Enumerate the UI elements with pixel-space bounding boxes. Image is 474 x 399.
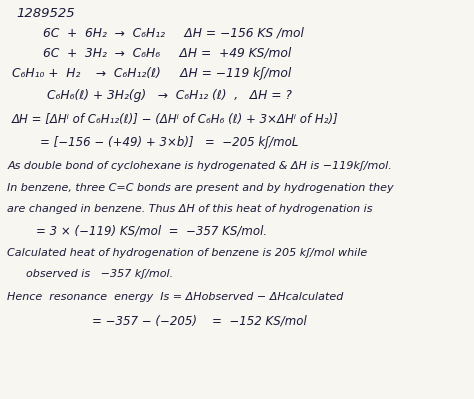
Text: C₆H₁₀ +  H₂    →  C₆H₁₂(ℓ)     ΔH = −119 kʃ/mol: C₆H₁₀ + H₂ → C₆H₁₂(ℓ) ΔH = −119 kʃ/mol [12, 67, 291, 80]
Text: Hence  resonance  energy  Is = ΔHobserved − ΔHcalculated: Hence resonance energy Is = ΔHobserved −… [7, 292, 344, 302]
Text: ΔH = [ΔHⁱ of C₆H₁₂(ℓ)] − (ΔHⁱ of C₆H₆ (ℓ) + 3×ΔHⁱ of H₂)]: ΔH = [ΔHⁱ of C₆H₁₂(ℓ)] − (ΔHⁱ of C₆H₆ (ℓ… [12, 113, 338, 126]
Text: 6C  +  3H₂  →  C₆H₆     ΔH =  +49 KS/mol: 6C + 3H₂ → C₆H₆ ΔH = +49 KS/mol [43, 46, 291, 59]
Text: are changed in benzene. Thus ΔH of this heat of hydrogenation is: are changed in benzene. Thus ΔH of this … [7, 204, 373, 215]
Text: = 3 × (−119) KS/mol  =  −357 KS/mol.: = 3 × (−119) KS/mol = −357 KS/mol. [36, 225, 267, 238]
Text: = [−156 − (+49) + 3×b)]   =  −205 kʃ/moL: = [−156 − (+49) + 3×b)] = −205 kʃ/moL [40, 136, 299, 149]
Text: C₆H₆(ℓ) + 3H₂(g)   →  C₆H₁₂ (ℓ)  ,   ΔH = ?: C₆H₆(ℓ) + 3H₂(g) → C₆H₁₂ (ℓ) , ΔH = ? [47, 89, 292, 102]
Text: Calculated heat of hydrogenation of benzene is 205 kʃ/mol while: Calculated heat of hydrogenation of benz… [7, 248, 367, 259]
Text: 1289525: 1289525 [17, 7, 75, 20]
Text: 6C  +  6H₂  →  C₆H₁₂     ΔH = −156 KS /mol: 6C + 6H₂ → C₆H₁₂ ΔH = −156 KS /mol [43, 26, 303, 39]
Text: = −357 − (−205)    =  −152 KS/mol: = −357 − (−205) = −152 KS/mol [92, 315, 307, 328]
Text: As double bond of cyclohexane is hydrogenated & ΔH is −119kʃ/mol.: As double bond of cyclohexane is hydroge… [7, 160, 392, 171]
Text: observed is   −357 kʃ/mol.: observed is −357 kʃ/mol. [26, 269, 173, 279]
Text: In benzene, three C=C bonds are present and by hydrogenation they: In benzene, three C=C bonds are present … [7, 182, 394, 193]
